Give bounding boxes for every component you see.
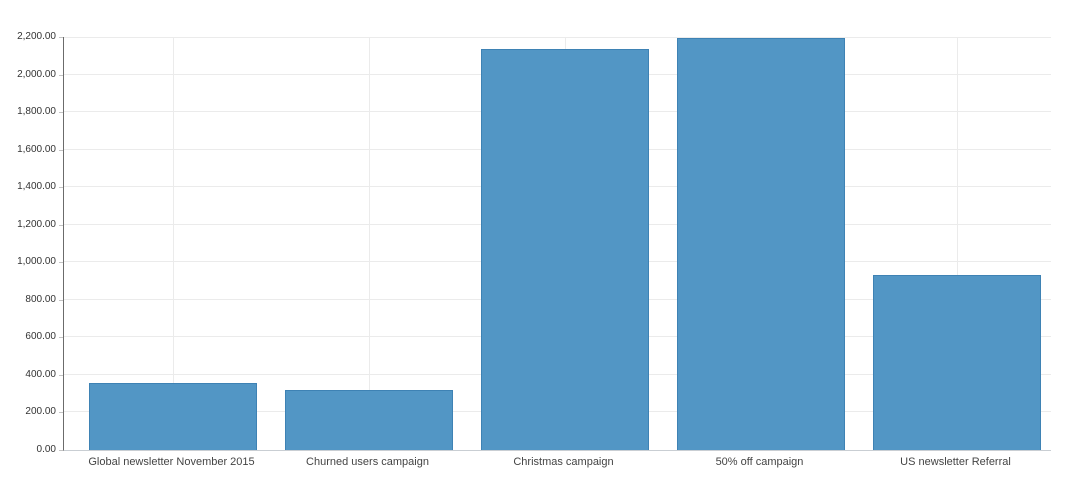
bar-us-newsletter-referral[interactable]	[872, 275, 1041, 450]
plot-area	[63, 37, 1051, 451]
y-tick-label: 1,400.00	[17, 181, 56, 193]
y-axis-tick	[59, 187, 63, 189]
y-axis-tick	[59, 337, 63, 339]
y-axis-tick	[59, 412, 63, 414]
v-gridline	[368, 37, 370, 450]
y-tick-label: 2,200.00	[17, 31, 56, 42]
y-axis-tick	[59, 262, 63, 264]
bar-global-newsletter-november-2015[interactable]	[88, 383, 257, 450]
y-tick-label: 1,200.00	[17, 218, 56, 230]
category-label: 50% off campaign	[715, 456, 804, 468]
y-axis-tick	[59, 37, 63, 38]
y-tick-label: 400.00	[25, 368, 56, 380]
y-axis-tick	[59, 224, 63, 226]
v-gridline	[172, 37, 174, 450]
y-axis-tick	[59, 112, 63, 114]
y-tick-label: 2,000.00	[17, 68, 56, 80]
bar-50-off-campaign[interactable]	[676, 37, 845, 450]
h-gridline	[64, 37, 1051, 38]
y-tick-label: 200.00	[25, 406, 56, 418]
y-axis-tick	[59, 299, 63, 301]
y-tick-label: 1,600.00	[17, 143, 56, 155]
y-tick-label: 600.00	[25, 331, 56, 343]
category-label: Global newsletter November 2015	[88, 456, 255, 468]
v-gridline	[956, 37, 958, 450]
y-axis-tick	[59, 74, 63, 76]
y-tick-label: 0.00	[36, 444, 56, 455]
y-tick-label: 1,000.00	[17, 256, 56, 268]
bar-christmas-campaign[interactable]	[480, 49, 649, 450]
category-label: Churned users campaign	[306, 456, 429, 468]
y-tick-label: 800.00	[25, 293, 56, 305]
y-axis-tick	[59, 374, 63, 376]
y-axis-tick	[59, 450, 63, 451]
bar-churned-users-campaign[interactable]	[284, 390, 453, 450]
y-axis-tick	[59, 149, 63, 151]
category-label: Christmas campaign	[513, 456, 614, 468]
category-label: US newsletter Referral	[900, 456, 1011, 468]
y-tick-label: 1,800.00	[17, 106, 56, 118]
